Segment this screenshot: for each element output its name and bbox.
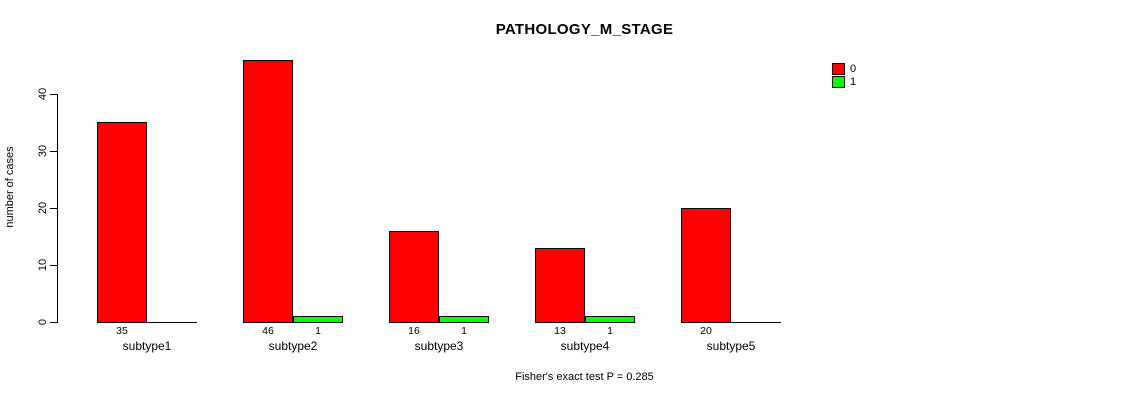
x-category-label: subtype1 <box>122 339 172 353</box>
y-axis-tick <box>50 208 57 209</box>
y-axis-line <box>57 94 58 323</box>
y-tick-label: 0 <box>37 318 49 326</box>
bar-count-label: 46 <box>262 325 274 337</box>
y-tick-label: 30 <box>37 144 49 158</box>
legend-swatch <box>832 75 845 88</box>
legend-item: 0 <box>832 62 856 75</box>
y-tick-label: 10 <box>37 258 49 272</box>
y-axis-tick <box>50 151 57 152</box>
legend-item: 1 <box>832 75 856 88</box>
bar <box>681 208 731 323</box>
footnote: Fisher's exact test P = 0.285 <box>515 371 654 383</box>
bar-count-label: 1 <box>607 325 613 337</box>
chart-title: PATHOLOGY_M_STAGE <box>495 21 674 38</box>
legend-label: 0 <box>850 62 857 75</box>
bar-count-label: 20 <box>700 325 712 337</box>
y-tick-label: 20 <box>37 201 49 215</box>
bar <box>243 60 293 323</box>
x-category-label: subtype3 <box>414 339 464 353</box>
y-axis-label: number of cases <box>4 146 16 228</box>
bar <box>439 316 489 323</box>
y-axis-tick <box>50 94 57 95</box>
bar <box>293 316 343 323</box>
bar-group-baseline <box>681 322 781 323</box>
y-axis-tick <box>50 265 57 266</box>
bar-count-label: 13 <box>554 325 566 337</box>
bar <box>97 122 147 323</box>
x-category-label: subtype2 <box>268 339 318 353</box>
x-category-label: subtype5 <box>706 339 756 353</box>
x-category-label: subtype4 <box>560 339 610 353</box>
bar-count-label: 1 <box>315 325 321 337</box>
bar-count-label: 35 <box>116 325 128 337</box>
bar <box>389 231 439 323</box>
bar-count-label: 1 <box>461 325 467 337</box>
legend-label: 1 <box>850 75 857 88</box>
y-axis-tick <box>50 322 57 323</box>
bar-count-label: 16 <box>408 325 420 337</box>
y-tick-label: 40 <box>37 87 49 101</box>
legend-swatch <box>832 62 845 75</box>
bar <box>535 248 585 323</box>
bar <box>585 316 635 323</box>
bar-group-baseline <box>97 322 197 323</box>
